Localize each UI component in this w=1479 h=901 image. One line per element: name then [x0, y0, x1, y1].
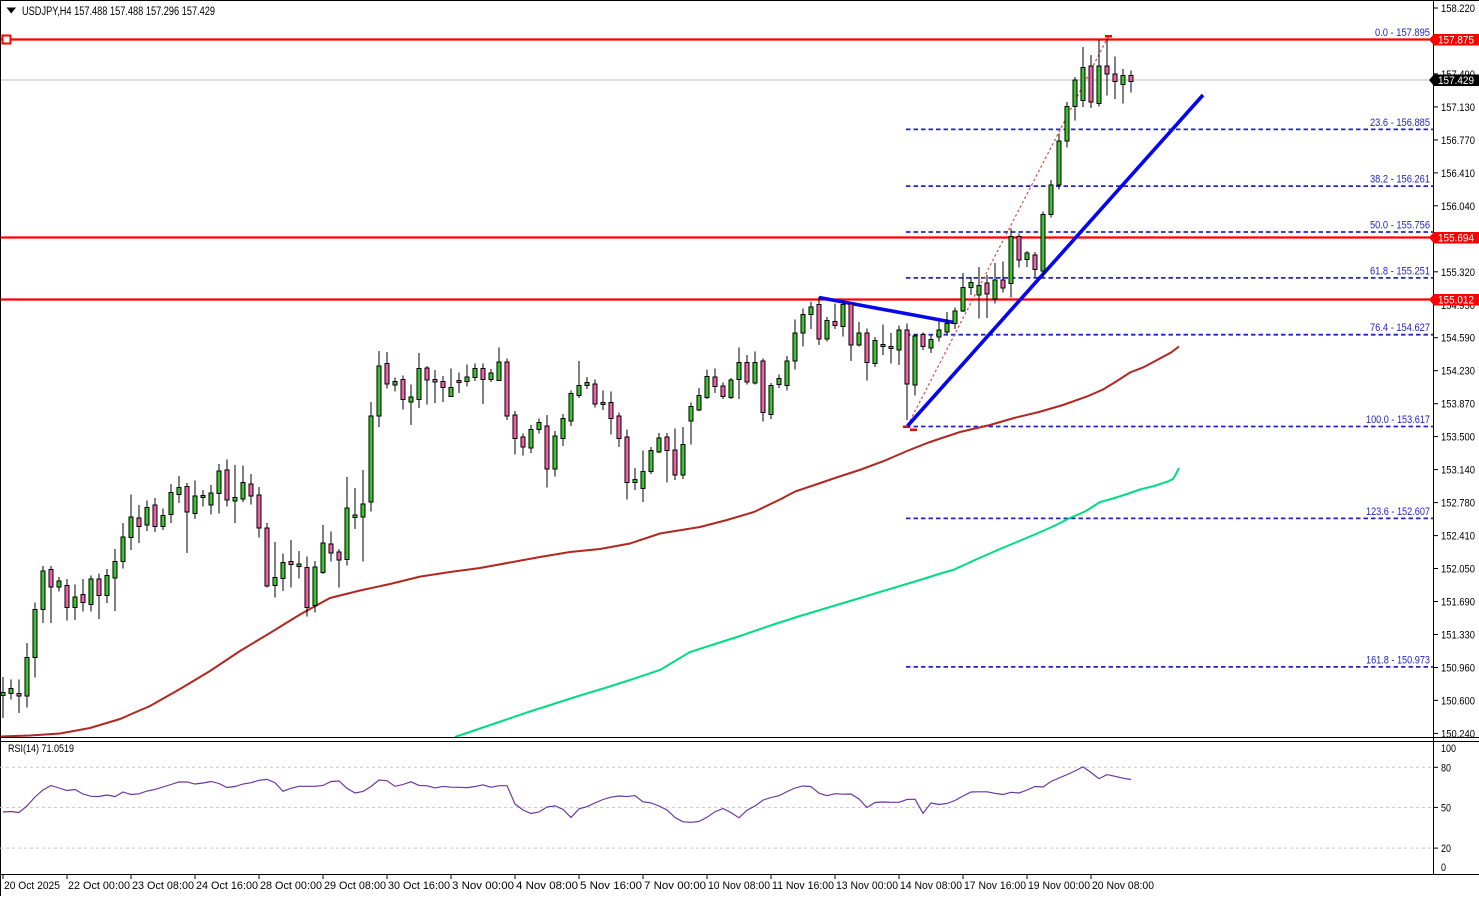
svg-text:100.0 - 153.617: 100.0 - 153.617 [1366, 414, 1430, 426]
svg-text:156.410: 156.410 [1441, 168, 1475, 180]
svg-text:50: 50 [1441, 802, 1451, 814]
svg-text:153.500: 153.500 [1441, 432, 1475, 444]
svg-text:29 Oct 08:00: 29 Oct 08:00 [324, 880, 386, 892]
svg-text:23.6 - 156.885: 23.6 - 156.885 [1370, 117, 1430, 129]
svg-text:24 Oct 16:00: 24 Oct 16:00 [196, 880, 258, 892]
svg-text:155.012: 155.012 [1438, 295, 1474, 307]
svg-text:152.050: 152.050 [1441, 564, 1475, 576]
svg-text:123.6 - 152.607: 123.6 - 152.607 [1366, 506, 1430, 518]
svg-text:157.429: 157.429 [1438, 75, 1474, 87]
svg-text:0: 0 [1441, 862, 1446, 874]
svg-text:20: 20 [1441, 843, 1451, 855]
svg-text:4 Nov 08:00: 4 Nov 08:00 [516, 880, 578, 892]
svg-text:100: 100 [1441, 743, 1456, 755]
svg-text:153.140: 153.140 [1441, 465, 1475, 477]
svg-text:28 Oct 00:00: 28 Oct 00:00 [260, 880, 322, 892]
svg-text:80: 80 [1441, 762, 1451, 774]
svg-text:154.230: 154.230 [1441, 366, 1475, 378]
svg-text:150.600: 150.600 [1441, 695, 1475, 707]
svg-text:19 Nov 00:00: 19 Nov 00:00 [1028, 880, 1090, 892]
svg-text:153.870: 153.870 [1441, 399, 1475, 411]
svg-text:158.220: 158.220 [1441, 3, 1475, 15]
svg-text:0.0 - 157.895: 0.0 - 157.895 [1375, 27, 1430, 39]
svg-text:152.780: 152.780 [1441, 498, 1475, 510]
svg-text:151.330: 151.330 [1441, 630, 1475, 642]
svg-text:150.240: 150.240 [1441, 728, 1475, 740]
svg-text:154.590: 154.590 [1441, 333, 1475, 345]
svg-text:38.2 - 156.261: 38.2 - 156.261 [1370, 174, 1430, 186]
svg-text:152.410: 152.410 [1441, 531, 1475, 543]
svg-text:5 Nov 16:00: 5 Nov 16:00 [580, 880, 642, 892]
svg-text:151.690: 151.690 [1441, 597, 1475, 609]
svg-text:157.875: 157.875 [1438, 35, 1474, 47]
svg-text:11 Nov 16:00: 11 Nov 16:00 [772, 880, 834, 892]
svg-text:156.770: 156.770 [1441, 135, 1475, 147]
svg-text:156.040: 156.040 [1441, 201, 1475, 213]
svg-text:161.8 - 150.973: 161.8 - 150.973 [1366, 654, 1430, 666]
svg-text:30 Oct 16:00: 30 Oct 16:00 [388, 880, 450, 892]
svg-text:13 Nov 00:00: 13 Nov 00:00 [836, 880, 898, 892]
svg-text:155.694: 155.694 [1438, 233, 1474, 245]
svg-text:20 Nov 08:00: 20 Nov 08:00 [1092, 880, 1154, 892]
svg-text:17 Nov 16:00: 17 Nov 16:00 [964, 880, 1026, 892]
svg-text:RSI(14) 71.0519: RSI(14) 71.0519 [8, 743, 74, 755]
svg-text:76.4 - 154.627: 76.4 - 154.627 [1370, 322, 1430, 334]
svg-text:150.960: 150.960 [1441, 663, 1475, 675]
svg-text:USDJPY,H4 157.488 157.488 157: USDJPY,H4 157.488 157.488 157.296 157.42… [22, 6, 215, 18]
svg-text:155.320: 155.320 [1441, 267, 1475, 279]
svg-text:157.130: 157.130 [1441, 102, 1475, 114]
svg-text:50.0 - 155.756: 50.0 - 155.756 [1370, 220, 1430, 232]
svg-text:22 Oct 00:00: 22 Oct 00:00 [68, 880, 130, 892]
svg-text:23 Oct 08:00: 23 Oct 08:00 [132, 880, 194, 892]
svg-text:61.8 - 155.251: 61.8 - 155.251 [1370, 265, 1430, 277]
svg-text:7 Nov 00:00: 7 Nov 00:00 [644, 880, 706, 892]
svg-text:14 Nov 08:00: 14 Nov 08:00 [900, 880, 962, 892]
svg-text:10 Nov 08:00: 10 Nov 08:00 [708, 880, 770, 892]
svg-text:3 Nov 00:00: 3 Nov 00:00 [452, 880, 514, 892]
svg-text:20 Oct 2025: 20 Oct 2025 [4, 880, 60, 892]
